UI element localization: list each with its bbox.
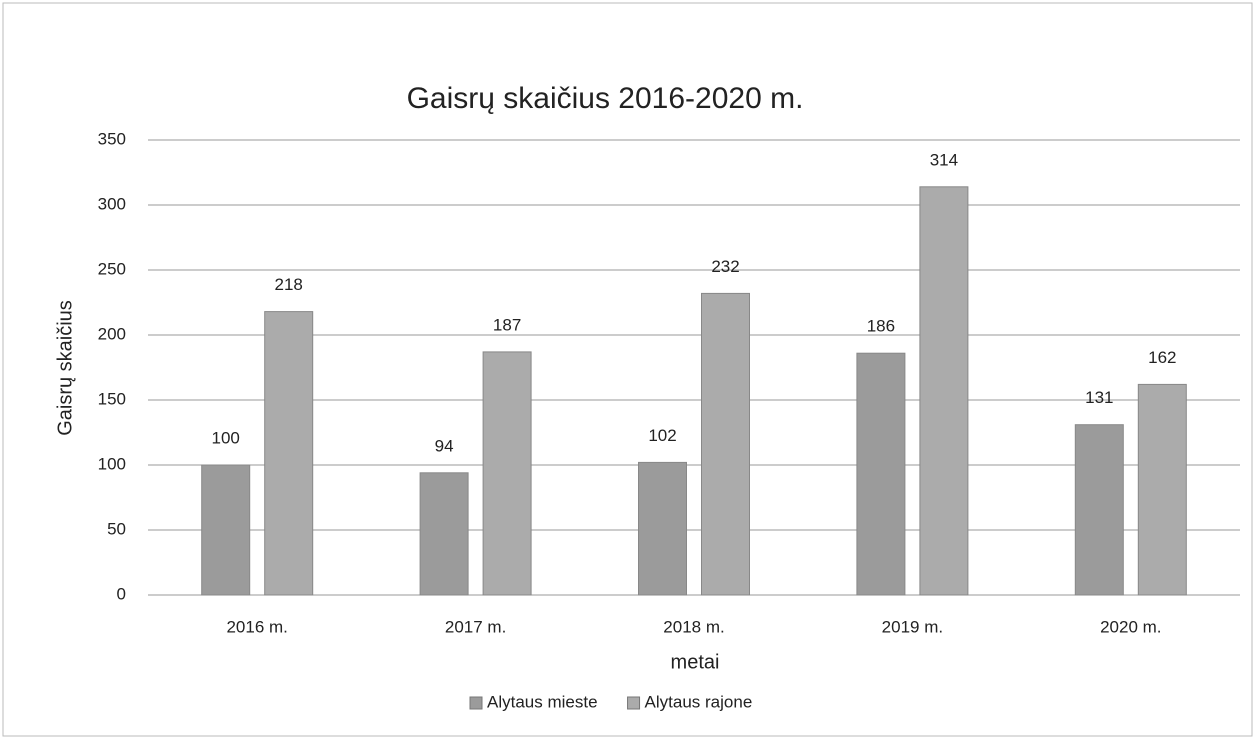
x-tick-label: 2016 m. [226, 617, 287, 636]
y-tick-label: 250 [98, 259, 126, 278]
x-tick-label: 2018 m. [663, 617, 724, 636]
data-label: 162 [1148, 348, 1176, 367]
y-tick-label: 50 [107, 519, 126, 538]
data-label: 94 [435, 436, 454, 455]
data-label: 131 [1085, 388, 1113, 407]
data-label: 186 [867, 317, 895, 336]
chart-title: Gaisrų skaičius 2016-2020 m. [407, 82, 804, 115]
x-tick-label: 2020 m. [1100, 617, 1161, 636]
x-axis-label: metai [671, 651, 720, 673]
legend-label: Alytaus rajone [645, 692, 753, 711]
y-axis-label: Gaisrų skaičius [54, 300, 76, 436]
data-label: 314 [930, 150, 958, 169]
data-label: 218 [275, 275, 303, 294]
bar [701, 292, 750, 596]
data-label: 100 [212, 428, 240, 447]
bar [919, 186, 969, 596]
legend-swatch [627, 696, 641, 710]
data-label: 232 [711, 257, 739, 276]
y-tick-label: 200 [98, 324, 126, 343]
y-tick-label: 0 [117, 584, 126, 603]
bar [419, 472, 469, 596]
bar [201, 464, 251, 596]
legend-swatch [469, 696, 483, 710]
y-tick-label: 100 [98, 454, 126, 473]
bar [638, 461, 687, 596]
legend-label: Alytaus mieste [487, 692, 598, 711]
x-tick-label: 2017 m. [445, 617, 506, 636]
bar [856, 352, 906, 596]
y-tick-label: 300 [98, 194, 126, 213]
bar [1137, 383, 1187, 596]
data-label: 102 [648, 426, 676, 445]
bar [482, 351, 532, 596]
data-label: 187 [493, 315, 521, 334]
x-tick-label: 2019 m. [882, 617, 943, 636]
y-tick-label: 350 [98, 129, 126, 148]
bar [264, 311, 314, 596]
bar [1074, 424, 1124, 596]
y-tick-label: 150 [98, 389, 126, 408]
